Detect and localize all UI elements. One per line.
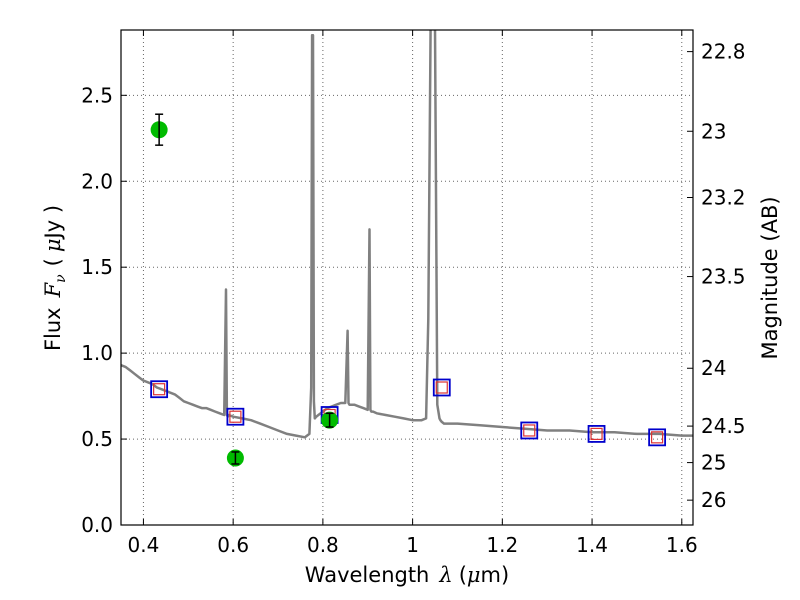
mag-tick-label: 23.5 — [701, 265, 746, 289]
x-tick-label: 0.6 — [217, 533, 249, 557]
model-photometry-inner — [435, 381, 448, 394]
y-tick-label: 1.5 — [81, 255, 113, 279]
y-tick-label: 2.0 — [81, 169, 113, 193]
mag-tick-label: 24 — [701, 356, 726, 380]
model-photometry-inner — [229, 410, 242, 423]
y-axis-unit-rest: Jy ) — [41, 205, 65, 241]
y2-axis-title: Magnitude (AB) — [758, 196, 782, 359]
model-photometry-square — [648, 428, 667, 447]
mag-tick-label: 23.2 — [701, 185, 746, 209]
x-axis-unit-mu: μ — [467, 563, 481, 587]
mag-tick-label: 25 — [701, 451, 726, 475]
x-axis-unit-rest: m) — [481, 563, 510, 587]
mag-tick-label: 24.5 — [701, 414, 746, 438]
mag-tick-label: 22.8 — [701, 40, 746, 64]
y-tick-label: 0.0 — [81, 513, 113, 537]
y-tick-label: 1.0 — [81, 341, 113, 365]
model-photometry-square — [150, 380, 169, 399]
x-axis-symbol: λ — [438, 563, 452, 587]
model-photometry-inner — [523, 424, 536, 437]
model-photometry-layer — [150, 378, 667, 447]
y-axis-unit-mu: μ — [41, 238, 65, 252]
plot-frame — [120, 29, 694, 526]
ticks-layer: 0.4 0.6 0.8 1 1.2 1.4 1.6 0.0 0.5 1.0 1.5 2.0 2.5 22.… — [81, 30, 746, 557]
x-tick-label: 0.8 — [307, 533, 339, 557]
x-tick-label: 1.4 — [576, 533, 608, 557]
x-axis-unit-open: ( — [459, 563, 467, 587]
plot-background — [121, 30, 693, 525]
mag-tick-label: 23 — [701, 119, 726, 143]
x-tick-label: 1.2 — [486, 533, 518, 557]
y-axis-symbol: F — [41, 281, 65, 298]
y-axis-symbol-sub: ν — [53, 274, 69, 283]
y-tick-label: 0.5 — [81, 427, 113, 451]
model-photometry-inner — [153, 383, 166, 396]
model-photometry-inner — [590, 427, 603, 441]
x-axis-title: Wavelength λ (μm) — [305, 563, 509, 587]
y-axis-title: Flux Fν ( μJy ) — [41, 205, 69, 351]
y-tick-label: 2.5 — [81, 83, 113, 107]
y-axis-title-text: Flux — [41, 307, 65, 351]
x-axis-title-text: Wavelength — [305, 563, 430, 587]
data-layer — [121, 30, 693, 467]
model-photometry-inner — [651, 431, 664, 444]
model-photometry-square — [432, 378, 451, 397]
observed-photometry-layer — [150, 113, 339, 467]
mag-tick-label: 26 — [701, 488, 726, 512]
x-tick-label: 0.4 — [128, 533, 160, 557]
x-tick-label: 1 — [406, 533, 419, 557]
model-photometry-square — [226, 407, 245, 426]
x-tick-label: 1.6 — [666, 533, 698, 557]
model-photometry-square — [520, 421, 539, 440]
y-axis-unit-open: ( — [41, 258, 65, 266]
model-photometry-square — [587, 425, 606, 443]
